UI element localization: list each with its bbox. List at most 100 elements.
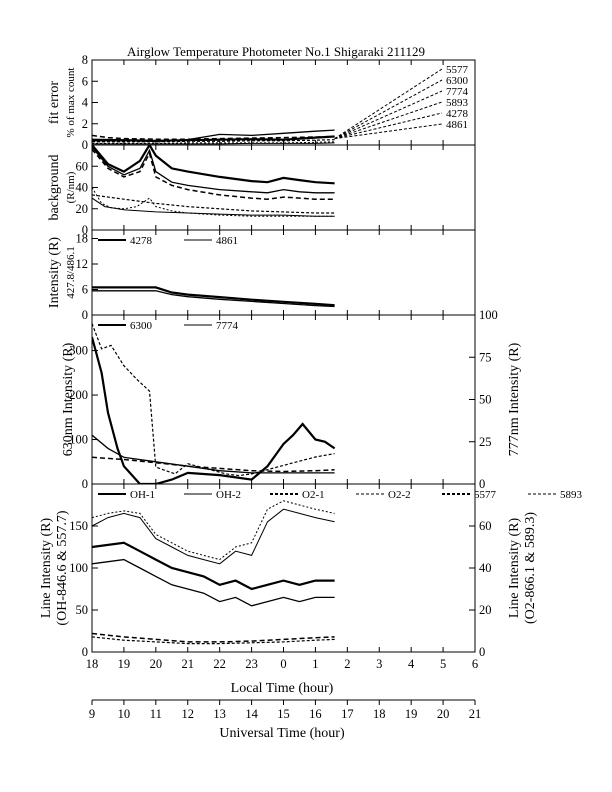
legend-label-5893: 5893 [446,97,469,109]
y-right-tick-label: 40 [479,561,492,575]
y-right-tick-label: 0 [479,477,485,491]
panel-frame [91,314,476,485]
y-tick-label: 0 [82,477,88,491]
series-line-4861 [92,142,335,145]
series-group [92,286,335,308]
x-tick-label-ut: 10 [118,707,131,721]
legend-label-4861: 4861 [216,235,238,247]
x-axis-label-local: Local Time (hour) [231,681,334,696]
y-tick-label: 50 [76,603,89,617]
series-line-7774 [92,134,335,140]
legend-label-4861: 4861 [446,119,468,131]
panel-frame [91,144,476,231]
y-tick-label: 0 [82,308,88,322]
legend-label-7774: 7774 [216,320,239,332]
x-tick-label-local: 2 [344,657,350,671]
y-axis-label: fit error [47,81,62,124]
series-line-d [92,194,335,214]
x-tick-label-ut: 16 [309,707,322,721]
y-tick-label: 8 [82,53,88,67]
series-line-dashed [92,323,335,477]
legend-leader-5893 [334,101,443,140]
series-line-O2-2 [92,636,335,645]
y-tick-label: 0 [82,645,88,659]
series-line-f [92,197,335,217]
x-tick-label-ut: 20 [437,707,450,721]
series-group [92,145,335,217]
panel-fit: 0 2 4 6 8 fit error% of max count 557763007774… [47,53,476,152]
x-tick-label-ut: 19 [405,707,418,721]
x-tick-label-local: 0 [280,657,286,671]
y-tick-label: 300 [69,344,88,358]
y-tick-label: 0 [82,138,88,152]
x-tick-label-local: 20 [150,657,163,671]
y-tick-label: 200 [69,388,88,402]
legend-label-7774: 7774 [446,86,469,98]
y-right-tick-label: 75 [479,350,492,364]
series-line-5893 [92,139,335,143]
series-line-c [92,148,335,200]
x-tick-label-ut: 15 [277,707,290,721]
legend-label-O2-1: O2-1 [302,489,325,501]
panel-background: 0 20 40 60 background (R/nm) [47,144,476,237]
y-tick-label: 150 [69,519,88,533]
y-axis-label: background [47,154,62,220]
legend-leader-6300 [334,79,443,140]
x-tick-label-local: 21 [182,657,195,671]
series-line-b [92,146,335,194]
legend-label-5577: 5577 [446,64,469,76]
legend-label-OH-1: OH-1 [130,489,155,501]
x-tick-label-ut: 13 [213,707,226,721]
series-line-OH-2 [92,558,335,607]
y-axis-label-sub: % of max count [65,68,77,138]
y-tick-label: 18 [76,232,89,246]
y-axis-label-left: 630nm Intensity (R) [61,342,76,456]
series-line-4861 [92,290,335,308]
panel-frame [91,59,476,146]
legend-leader-4278 [334,112,443,140]
x-tick-label-ut: 14 [245,707,258,721]
y-right-tick-label: 0 [479,645,485,659]
y-tick-label: 0 [82,223,88,237]
y-axis-label-right-sub: (O2-866.1 & 589.3) [523,512,538,624]
x-tick-label-local: 22 [213,657,226,671]
series-line-O2-1 [92,632,335,643]
x-tick-label-ut: 17 [341,707,354,721]
series-line-OH-1 [92,541,335,591]
series-line-a [92,145,335,185]
x-tick-label-ut: 21 [469,707,482,721]
x-tick-label-ut: 18 [373,707,386,721]
legend-label-O2-2: O2-2 [388,489,411,501]
legend-label-5577: 5577 [474,489,497,501]
x-tick-label-local: 23 [245,657,258,671]
legend-label-4278: 4278 [130,235,153,247]
x-tick-label-ut: 12 [182,707,195,721]
chart-title: Airglow Temperature Photometer No.1 Shig… [127,44,425,59]
y-tick-label: 60 [76,159,89,173]
x-tick-label-ut: 11 [150,707,162,721]
series-group [92,500,335,645]
legend-label-OH-2: OH-2 [216,489,241,501]
x-tick-label-local: 4 [408,657,415,671]
series-group [92,323,336,484]
y-tick-label: 12 [76,257,89,271]
y-right-tick-label: 25 [479,435,492,449]
y-tick-label: 100 [69,433,88,447]
series-line-6300 [92,129,335,142]
legend-label-4278: 4278 [446,108,469,120]
y-right-tick-label: 50 [479,393,492,407]
series-line-4278 [92,141,335,144]
y-tick-label: 4 [82,96,89,110]
series-line-7774-b [92,456,335,473]
y-axis-label-right: Line Intensity (R) [507,518,522,619]
panel-blue: 0 6 12 18 Intensity (R) 427.8/486.1 4278 4861 [47,229,476,322]
y-right-tick-label: 100 [479,308,498,322]
x-axis-label-ut: Universal Time (hour) [219,726,345,741]
y-tick-label: 6 [82,283,88,297]
legend-label-6300: 6300 [130,320,153,332]
y-axis-label-sub: (R/nm) [65,171,77,203]
legend-leader-4861 [334,123,443,140]
x-tick-label-local: 19 [118,657,131,671]
